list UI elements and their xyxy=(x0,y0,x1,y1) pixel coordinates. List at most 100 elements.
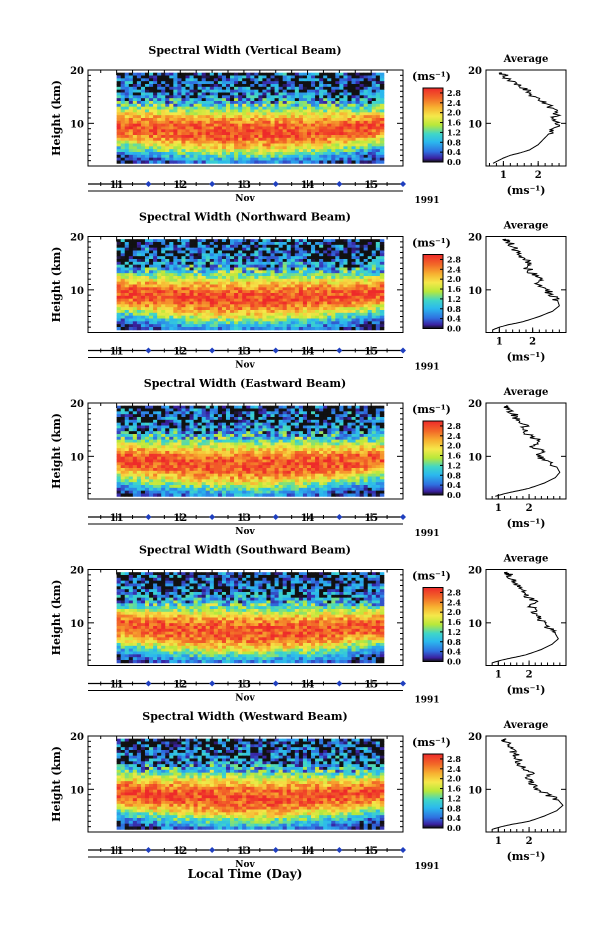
date-marker-icon xyxy=(209,514,216,520)
x-tick-label: 15 xyxy=(364,180,378,191)
average-title: Average xyxy=(503,221,549,232)
heatmap-field xyxy=(116,239,385,331)
x-tick-label: 11 xyxy=(110,513,124,524)
colorbar-tick-label: 0.8 xyxy=(447,304,461,314)
date-marker-icon xyxy=(400,181,406,187)
date-marker-icon xyxy=(272,847,279,853)
colorbar-tick-label: 0.4 xyxy=(447,314,461,324)
colorbar xyxy=(422,87,444,163)
date-marker-icon xyxy=(209,347,216,354)
date-marker-icon xyxy=(336,847,343,853)
year-label: 1991 xyxy=(414,529,439,539)
colorbar-tick-label: 2.4 xyxy=(447,597,461,607)
month-label: Nov xyxy=(235,527,255,537)
date-marker-icon xyxy=(145,347,152,354)
date-marker-icon xyxy=(145,181,152,187)
average-profile-line xyxy=(492,238,560,331)
average-y-tick-label: 20 xyxy=(468,66,482,77)
colorbar-tick-label: 2.0 xyxy=(447,108,461,118)
y-tick-label: 20 xyxy=(70,399,84,410)
y-tick-label: 20 xyxy=(70,732,84,743)
y-tick-label: 10 xyxy=(70,286,84,297)
colorbar-tick-label: 2.0 xyxy=(447,441,461,451)
average-profile-line xyxy=(492,738,564,830)
date-marker-icon xyxy=(336,347,343,354)
colorbar-tick-label: 1.2 xyxy=(447,793,461,803)
month-label: Nov xyxy=(235,860,255,870)
panel-title: Spectral Width (Northward Beam) xyxy=(139,211,351,224)
colorbar-tick-label: 2.0 xyxy=(447,774,461,784)
y-axis-label: Height (km) xyxy=(50,80,63,156)
date-marker-icon xyxy=(209,847,216,853)
average-title: Average xyxy=(503,387,549,398)
x-tick-label: 14 xyxy=(301,513,315,524)
average-x-label: (ms⁻¹) xyxy=(507,351,546,364)
x-tick-label: 14 xyxy=(301,680,315,691)
x-tick-label: 13 xyxy=(237,680,251,691)
colorbar-tick-label: 1.6 xyxy=(447,118,461,128)
panel-title: Spectral Width (Westward Beam) xyxy=(142,710,347,723)
panel-title: Spectral Width (Vertical Beam) xyxy=(148,44,341,57)
x-tick-label: 13 xyxy=(237,347,251,358)
colorbar-tick-label: 1.6 xyxy=(447,784,461,794)
panel-5: Spectral Width (Westward Beam) Height (km… xyxy=(50,710,567,872)
average-y-tick-label: 10 xyxy=(468,119,482,130)
year-label: 1991 xyxy=(414,862,439,872)
x-tick-label: 14 xyxy=(301,347,315,358)
date-marker-icon xyxy=(336,181,343,187)
x-tick-label: 15 xyxy=(364,513,378,524)
date-marker-icon xyxy=(336,680,343,687)
colorbar-tick-label: 1.2 xyxy=(447,460,461,470)
colorbar-tick-label: 2.4 xyxy=(447,764,461,774)
colorbar-tick-label: 2.4 xyxy=(447,264,461,274)
x-tick-label: 14 xyxy=(301,846,315,857)
average-x-label: (ms⁻¹) xyxy=(507,684,546,697)
month-label: Nov xyxy=(235,694,255,704)
average-y-tick-label: 10 xyxy=(468,452,482,463)
colorbar-tick-label: 1.6 xyxy=(447,451,461,461)
panel-title: Spectral Width (Southward Beam) xyxy=(139,544,351,557)
colorbar-tick-label: 0.0 xyxy=(447,490,461,500)
colorbar-tick-label: 0.0 xyxy=(447,823,461,833)
colorbar-tick-label: 1.2 xyxy=(447,294,461,304)
colorbar-tick-label: 0.4 xyxy=(447,480,461,490)
year-label: 1991 xyxy=(414,196,439,206)
y-tick-label: 10 xyxy=(70,785,84,796)
average-y-tick-label: 10 xyxy=(468,619,482,630)
y-axis-label: Height (km) xyxy=(50,413,63,489)
colorbar-unit-label: (ms⁻¹) xyxy=(412,237,451,250)
x-tick-label: 11 xyxy=(110,846,124,857)
date-marker-icon xyxy=(272,347,279,354)
x-tick-label: 14 xyxy=(301,180,315,191)
y-tick-label: 10 xyxy=(70,619,84,630)
colorbar-tick-label: 0.8 xyxy=(447,470,461,480)
average-x-label: (ms⁻¹) xyxy=(507,850,546,863)
heatmap-field xyxy=(116,738,385,830)
colorbar xyxy=(422,254,444,329)
y-tick-label: 20 xyxy=(70,566,84,577)
colorbar-unit-label: (ms⁻¹) xyxy=(412,736,451,749)
average-x-tick-label: 1 xyxy=(495,836,502,847)
year-label: 1991 xyxy=(414,363,439,373)
colorbar-tick-label: 2.8 xyxy=(447,754,461,764)
y-axis-label: Height (km) xyxy=(50,247,63,323)
colorbar-tick-label: 0.8 xyxy=(447,637,461,647)
x-tick-label: 11 xyxy=(110,347,124,358)
x-tick-label: 11 xyxy=(110,680,124,691)
panel-3: Spectral Width (Eastward Beam) Height (km… xyxy=(50,377,567,539)
year-label: 1991 xyxy=(414,696,439,706)
colorbar-tick-label: 0.4 xyxy=(447,647,461,657)
colorbar xyxy=(422,587,444,662)
colorbar-tick-label: 0.0 xyxy=(447,157,461,167)
colorbar-tick-label: 0.0 xyxy=(447,657,461,667)
colorbar-tick-label: 2.8 xyxy=(447,587,461,597)
average-y-tick-label: 20 xyxy=(468,399,482,410)
date-marker-icon xyxy=(336,514,343,520)
colorbar-tick-label: 0.4 xyxy=(447,147,461,157)
colorbar-tick-label: 2.0 xyxy=(447,274,461,284)
x-tick-label: 12 xyxy=(173,680,187,691)
average-x-tick-label: 1 xyxy=(496,337,503,348)
colorbar-tick-label: 2.0 xyxy=(447,607,461,617)
average-y-tick-label: 10 xyxy=(468,286,482,297)
